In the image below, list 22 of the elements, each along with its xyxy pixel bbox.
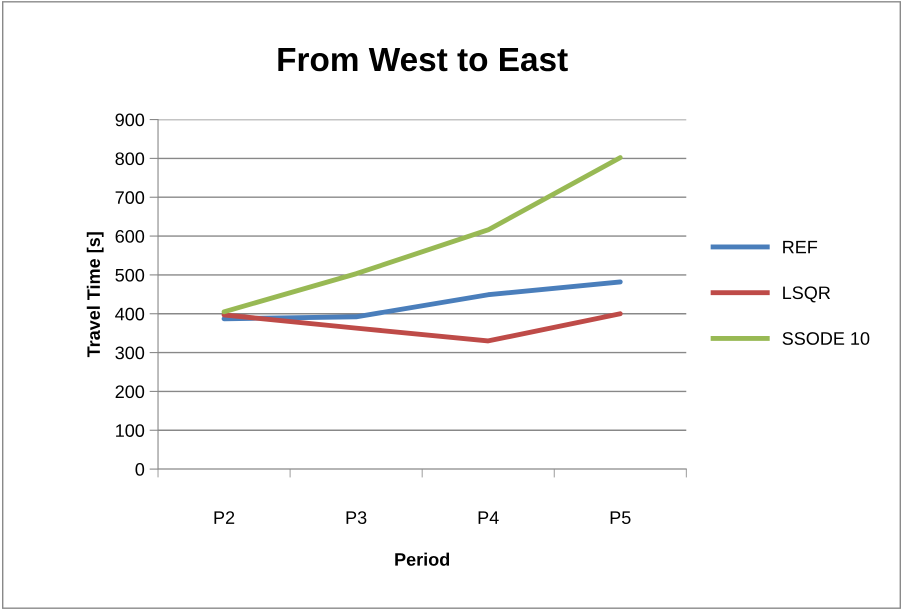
y-tick-label: 500 — [115, 268, 144, 282]
y-tick-label: 600 — [116, 230, 144, 243]
x-axis-title: Period — [395, 552, 450, 566]
y-tick-label: 800 — [115, 152, 144, 166]
x-tick-label: P3 — [346, 511, 366, 524]
y-tick-label: 0 — [135, 463, 144, 476]
line-series — [222, 155, 623, 314]
y-tick-label: 900 — [116, 113, 144, 126]
y-tick-label: 200 — [116, 385, 144, 398]
x-tick-label: P4 — [478, 511, 499, 524]
chart-title: From West to East — [278, 48, 568, 72]
y-tick-label: 100 — [116, 424, 144, 437]
line-series — [222, 311, 623, 344]
y-axis-title: Travel Time [s] — [86, 232, 104, 358]
x-tick-label: P5 — [610, 511, 631, 524]
y-tick-label: 700 — [116, 191, 144, 204]
legend-label: SSODE 10 — [782, 332, 870, 345]
x-tick-label: P2 — [214, 511, 234, 524]
legend-label: REF — [783, 240, 818, 254]
legend-label: LSQR — [783, 286, 830, 302]
y-tick-label: 400 — [115, 308, 144, 320]
y-tick-label: 300 — [115, 346, 144, 360]
